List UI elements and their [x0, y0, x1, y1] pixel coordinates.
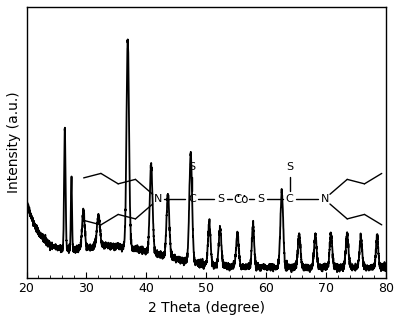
- Text: C: C: [286, 194, 294, 204]
- Y-axis label: Intensity (a.u.): Intensity (a.u.): [7, 91, 21, 193]
- Text: C: C: [188, 194, 196, 204]
- X-axis label: 2 Theta (degree): 2 Theta (degree): [148, 301, 265, 315]
- Text: ·: ·: [241, 190, 246, 205]
- Text: Co: Co: [233, 193, 249, 206]
- Text: S: S: [217, 194, 224, 204]
- Text: N: N: [321, 194, 329, 204]
- Text: ·: ·: [235, 190, 240, 205]
- Text: S: S: [257, 194, 265, 204]
- Text: N: N: [154, 194, 162, 204]
- Text: S: S: [188, 162, 195, 172]
- Text: S: S: [286, 162, 293, 172]
